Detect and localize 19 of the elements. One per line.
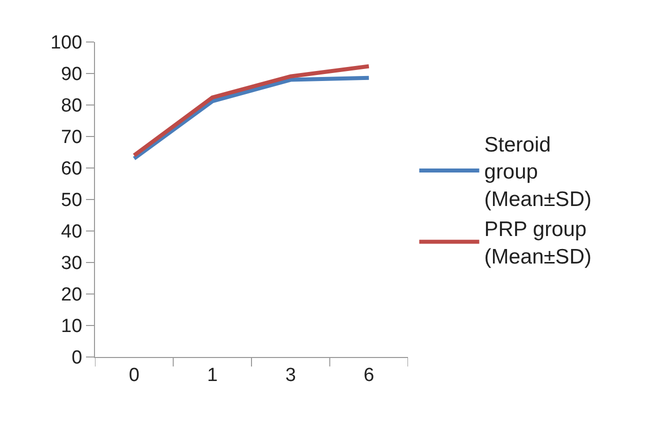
x-tick-label: 3 [285,364,296,386]
y-tick-label: 50 [61,190,82,212]
y-tick-label: 20 [61,284,82,306]
x-tick-label: 6 [364,364,374,386]
y-tick-label: 30 [61,253,82,274]
x-tick-label: 0 [128,364,140,386]
y-tick-label: 0 [72,348,82,369]
y-tick-label: 90 [61,64,82,86]
line-series [132,76,371,161]
x-tick-label: 1 [207,364,218,386]
y-tick-label: 40 [61,222,82,243]
legend-label: PRP group (Mean±SD) [484,218,592,269]
line-series [132,64,371,158]
y-tick-label: 100 [50,32,82,54]
y-tick-label: 10 [61,316,82,338]
y-tick-label: 80 [61,96,82,117]
legend-label: Steroid group (Mean±SD) [484,133,592,211]
y-tick-label: 60 [61,158,82,180]
y-tick-label: 70 [61,127,82,148]
